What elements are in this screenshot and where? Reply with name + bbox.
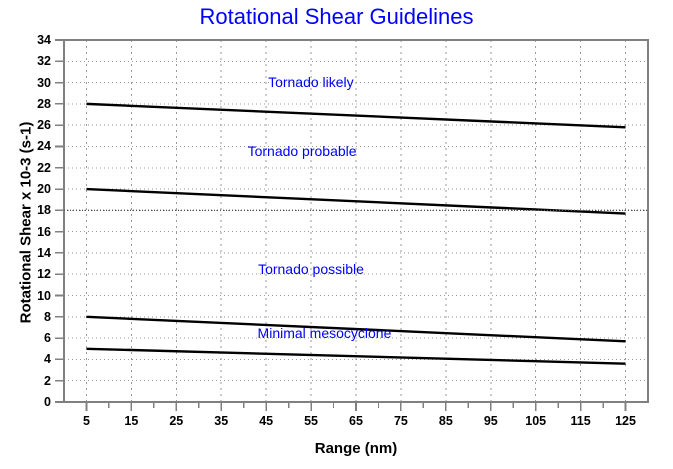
y-tick-label: 26: [37, 118, 51, 133]
series-line: [86, 347, 626, 365]
y-tick-label: 18: [37, 203, 51, 218]
y-tick-label: 32: [37, 54, 51, 69]
chart-annotation: Minimal mesocyclone: [257, 324, 392, 341]
y-tick-label: 30: [37, 75, 51, 90]
x-tick-label: 125: [615, 414, 636, 428]
x-tick-label: 35: [214, 414, 229, 428]
y-tick-label: 14: [37, 245, 51, 260]
y-tick-label: 10: [37, 288, 51, 303]
chart-title: Rotational Shear Guidelines: [199, 4, 474, 29]
x-tick-label: 15: [124, 414, 139, 428]
x-tick-label: 25: [169, 414, 184, 428]
x-tick-label: 95: [483, 414, 498, 428]
y-tick-label: 16: [37, 224, 51, 239]
series-line: [86, 102, 626, 129]
y-tick-label: 24: [37, 139, 51, 154]
chart-annotation: Tornado likely: [268, 73, 354, 90]
y-tick-label: 6: [44, 331, 51, 346]
x-tick-label: 45: [259, 414, 274, 428]
x-tick-label: 115: [570, 414, 591, 428]
y-tick-label: 34: [37, 33, 51, 47]
x-tick-label: 75: [393, 414, 408, 428]
y-tick-label: 2: [44, 373, 51, 388]
y-tick-label: 22: [37, 160, 51, 175]
y-tick-label: 28: [37, 96, 51, 111]
series-line: [86, 315, 626, 343]
x-tick-label: 5: [82, 414, 90, 428]
y-tick-label: 0: [44, 395, 51, 409]
y-tick-label: 4: [44, 352, 51, 367]
x-tick-label: 65: [349, 414, 363, 428]
y-tick-label: 12: [37, 267, 51, 282]
y-tick-label: 8: [44, 309, 51, 324]
x-tick-label: 85: [438, 414, 453, 428]
x-tick-label: 105: [525, 414, 547, 428]
series-line: [86, 187, 626, 215]
chart-annotation: Tornado probable: [247, 142, 357, 159]
y-tick-label: 20: [37, 182, 51, 197]
chart-annotation: Tornado possible: [258, 260, 364, 277]
x-axis-title: Range (nm): [314, 440, 398, 457]
x-tick-label: 55: [304, 414, 319, 428]
